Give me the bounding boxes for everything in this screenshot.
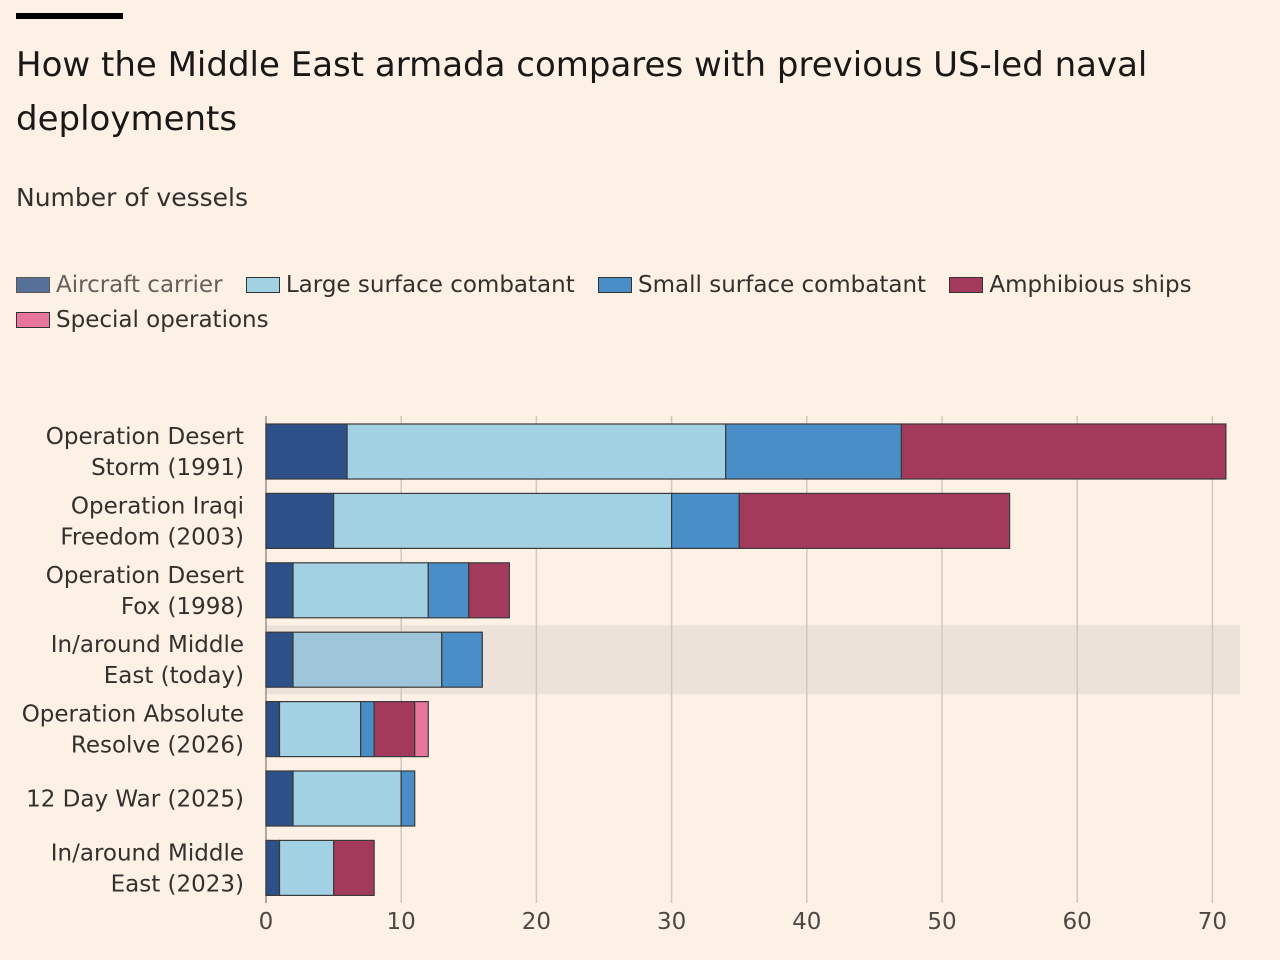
bar-segment — [292, 770, 402, 827]
bar-segment — [468, 562, 510, 619]
bar-segment — [441, 631, 483, 688]
bar-segment — [725, 423, 903, 480]
bar-segment — [333, 492, 673, 549]
legend-label: Amphibious ships — [989, 272, 1192, 298]
chart-title: How the Middle East armada compares with… — [16, 45, 1148, 139]
x-tick-label: 40 — [792, 909, 821, 935]
legend-item-aircraft-carrier: Aircraft carrier — [16, 268, 223, 302]
bar-segment — [265, 423, 348, 480]
legend-label: Small surface combatant — [638, 272, 927, 298]
legend-label: Aircraft carrier — [56, 272, 223, 298]
x-tick-label: 10 — [387, 909, 416, 935]
bar-segment — [265, 492, 335, 549]
category-label: Operation Iraqi — [71, 493, 244, 519]
legend-swatch — [598, 277, 633, 293]
category-label: In/around Middle — [51, 840, 244, 866]
bar-segment — [670, 492, 740, 549]
bar-segment — [346, 423, 727, 480]
category-label: Operation Desert — [46, 424, 244, 450]
chart-subtitle: Number of vessels — [16, 183, 248, 212]
bar-segment — [400, 770, 416, 827]
x-tick-label: 60 — [1063, 909, 1092, 935]
bar-segment — [373, 700, 416, 758]
legend-swatch — [16, 312, 50, 328]
x-tick-label: 50 — [927, 909, 956, 935]
legend-swatch — [245, 277, 280, 293]
category-label: Freedom (2003) — [60, 524, 244, 550]
bar-segment — [900, 423, 1227, 480]
bar-segment — [738, 492, 1011, 549]
legend-swatch — [16, 277, 50, 293]
category-label: Storm (1991) — [91, 455, 244, 481]
bar-segment — [360, 700, 375, 758]
category-label: Resolve (2026) — [71, 733, 244, 759]
category-label: East (today) — [104, 663, 244, 689]
x-tick-label: 30 — [657, 909, 686, 935]
bar-segment — [265, 631, 294, 688]
bar-segment — [427, 562, 470, 619]
category-label: Operation Absolute — [22, 702, 244, 728]
category-label: In/around Middle — [51, 632, 244, 658]
bar-segment — [333, 839, 375, 897]
bar-segment — [265, 700, 281, 758]
legend-swatch — [949, 277, 984, 293]
category-label: Operation Desert — [46, 563, 244, 589]
legend-label: Special operations — [56, 307, 269, 333]
legend-item-special-operations: Special operations — [16, 303, 269, 337]
category-label: 12 Day War (2025) — [26, 787, 244, 813]
legend-item-small-surface-combatant: Small surface combatant — [598, 268, 926, 302]
bar-segment — [278, 839, 335, 897]
bar-segment — [265, 770, 294, 827]
category-label: East (2023) — [111, 871, 244, 897]
bar-segment — [292, 631, 443, 688]
legend-label: Large surface combatant — [285, 272, 575, 298]
bar-segment — [265, 562, 294, 619]
x-tick-label: 0 — [259, 909, 274, 935]
category-label: Fox (1998) — [121, 594, 244, 620]
bar-segment — [414, 700, 429, 758]
x-tick-label: 70 — [1198, 909, 1227, 935]
legend-item-large-surface-combatant: Large surface combatant — [245, 268, 575, 302]
bar-segment — [265, 839, 281, 897]
bar-segment — [278, 700, 362, 758]
legend: Aircraft carrier Large surface combatant… — [16, 268, 1216, 338]
x-tick-label: 20 — [522, 909, 551, 935]
top-rule — [16, 13, 123, 19]
bar-segment — [292, 562, 429, 619]
legend-item-amphibious-ships: Amphibious ships — [949, 268, 1192, 302]
